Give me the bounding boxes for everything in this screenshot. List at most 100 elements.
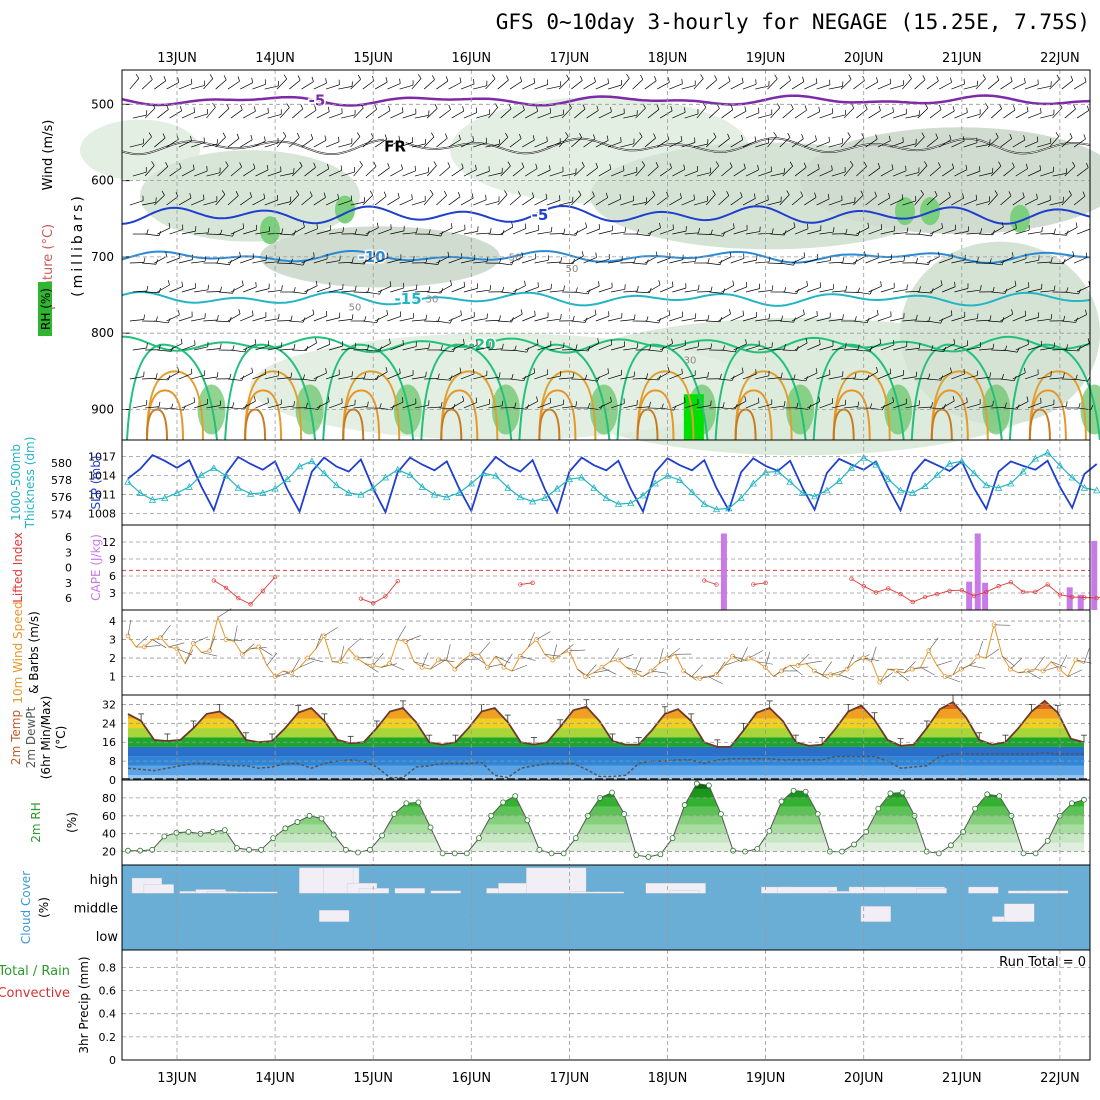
wind-barb	[641, 161, 646, 166]
wind-barb	[598, 281, 600, 287]
wind-barb	[534, 310, 536, 316]
wind-barb	[644, 195, 656, 206]
wind-barb	[1027, 345, 1042, 351]
wind-barb	[328, 170, 342, 177]
wind-barb	[1083, 134, 1086, 140]
wind-barb	[374, 371, 388, 380]
thickness-tick-label: 580	[51, 457, 72, 470]
wind-barb	[177, 77, 180, 83]
wind-barb	[745, 112, 760, 119]
wind-barb-10m	[806, 660, 823, 664]
wind-barb	[1052, 348, 1067, 351]
lifted-tick-label: 3	[65, 577, 72, 590]
wind-barb	[1037, 85, 1052, 90]
wind-barb	[170, 346, 174, 352]
wind-barb	[771, 285, 774, 291]
wind-barb	[707, 315, 710, 321]
precip-tick-label: 0.6	[99, 985, 117, 998]
wind-barb	[463, 169, 477, 177]
wind-barb	[693, 376, 708, 380]
wind-barb-10m	[389, 663, 405, 671]
rh-point	[609, 789, 615, 796]
rh-point	[391, 811, 398, 817]
wind-barb	[672, 344, 686, 351]
thickness-tick-label: 576	[51, 491, 72, 504]
wind-barb	[145, 406, 160, 409]
wind-barb	[1027, 169, 1041, 177]
wind-barb	[328, 231, 343, 235]
wind-barb	[733, 400, 747, 409]
wind-barb	[310, 134, 314, 139]
rh-point	[415, 799, 422, 806]
wind-barb	[521, 252, 524, 258]
wind-barb	[966, 346, 981, 351]
wind-barb-10m	[233, 625, 238, 642]
wind-barb	[856, 227, 869, 235]
wind-barb	[390, 401, 404, 409]
wind-barb-10m	[1034, 656, 1045, 670]
rh-shading	[140, 150, 360, 242]
wind-barb	[620, 319, 635, 322]
rh-point	[996, 793, 1003, 800]
panel-frame-precip	[121, 949, 1091, 1061]
wind-barb	[804, 258, 818, 264]
cloud-level-label: high	[90, 873, 118, 888]
thickness-point	[210, 464, 218, 471]
wind-barb	[938, 104, 942, 110]
wind-barb	[497, 320, 512, 323]
rh-point	[1032, 850, 1039, 857]
wind-barb	[411, 78, 422, 90]
wind-barb-10m	[430, 660, 445, 670]
wind-barb	[718, 80, 731, 90]
wind-barb	[532, 135, 535, 141]
slp-tick-label: 1014	[88, 469, 116, 482]
wind-barb	[1059, 103, 1063, 109]
wind-barb	[450, 223, 453, 229]
wind-barb	[963, 375, 978, 380]
wind-barb	[338, 261, 353, 264]
wind-barb	[926, 137, 939, 148]
wind-barb	[1050, 257, 1053, 263]
wind-barb	[669, 373, 683, 380]
wind-barb	[1036, 193, 1038, 199]
wind-barb	[963, 261, 978, 264]
wind-barb	[1036, 136, 1039, 142]
wind-barb	[534, 198, 548, 206]
wind-barb	[373, 251, 376, 257]
wind-barb	[571, 194, 582, 206]
wind-barb	[1024, 259, 1039, 264]
wind-barb	[255, 345, 269, 351]
wind-barb	[868, 167, 881, 177]
wind-barb	[338, 200, 352, 206]
wind-barb	[549, 171, 564, 177]
isotherm-warm	[636, 370, 695, 441]
wind-barb	[620, 78, 630, 90]
wind-barb	[473, 318, 488, 322]
wind-barb	[742, 316, 757, 322]
wind-barb	[623, 347, 638, 351]
wind-barb	[215, 79, 227, 90]
wind-barb	[181, 401, 195, 409]
wind-barb	[917, 165, 928, 177]
wind-barb	[905, 404, 920, 409]
wind-barb	[660, 229, 674, 235]
wind-barb	[802, 309, 805, 315]
wind-barb	[203, 376, 218, 380]
wind-barb	[819, 345, 834, 351]
wind-barb	[203, 194, 205, 200]
wind-barb	[758, 289, 773, 293]
wind-barb	[426, 165, 437, 177]
wind-barb	[512, 349, 527, 353]
wind-barb	[428, 229, 431, 235]
wind-barb	[649, 230, 652, 236]
wind-barb	[849, 160, 854, 166]
wind-barb	[193, 107, 196, 113]
wind-barb	[926, 80, 939, 90]
wind-barb	[987, 194, 998, 206]
wind-barb	[171, 403, 174, 409]
wind-barb	[868, 285, 882, 293]
wind-barb-10m	[969, 665, 986, 669]
wind-barb	[216, 372, 219, 378]
wind-barb	[397, 192, 400, 198]
wind-barb	[1061, 255, 1075, 264]
